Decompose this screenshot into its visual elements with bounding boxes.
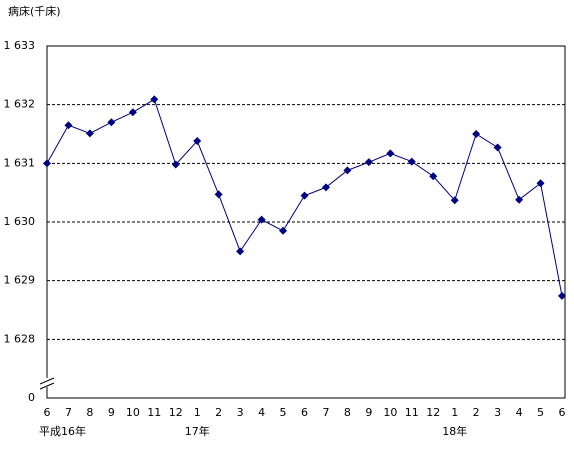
marker (364, 158, 373, 167)
marker (300, 191, 309, 200)
marker (407, 157, 416, 166)
x-tick-label: 3 (494, 406, 501, 419)
x-tick-label: 3 (237, 406, 244, 419)
marker (236, 247, 245, 256)
marker (214, 190, 223, 199)
y-tick-label: 1 629 (4, 274, 36, 287)
marker (257, 215, 266, 224)
group-label: 18年 (442, 424, 467, 438)
marker (343, 166, 352, 175)
x-tick-label: 7 (322, 406, 329, 419)
y-tick-label: 1 630 (4, 215, 36, 228)
y-tick-label: 1 632 (4, 98, 36, 111)
chart-title: 病床(千床) (8, 4, 61, 18)
group-label: 平成16年 (39, 424, 86, 438)
marker (150, 95, 159, 104)
x-tick-label: 2 (473, 406, 480, 419)
marker (515, 195, 524, 204)
x-tick-label: 6 (559, 406, 566, 419)
x-tick-label: 10 (126, 406, 140, 419)
marker (321, 183, 330, 192)
y-tick-label: 1 628 (4, 332, 36, 345)
x-tick-label: 4 (258, 406, 265, 419)
x-tick-label: 5 (537, 406, 544, 419)
x-tick-label: 2 (215, 406, 222, 419)
marker (558, 291, 566, 300)
marker (450, 196, 459, 205)
y-tick-label: 1 631 (4, 156, 36, 169)
marker (171, 160, 180, 169)
x-tick-label: 8 (86, 406, 93, 419)
x-tick-label: 4 (516, 406, 523, 419)
marker (85, 129, 94, 138)
x-tick-label: 6 (44, 406, 51, 419)
x-tick-label: 5 (280, 406, 287, 419)
marker (429, 172, 438, 181)
x-tick-label: 9 (365, 406, 372, 419)
marker (128, 108, 137, 117)
marker (493, 143, 502, 152)
x-tick-label: 1 (451, 406, 458, 419)
marker (536, 179, 545, 188)
x-tick-label: 9 (108, 406, 115, 419)
x-tick-label: 7 (65, 406, 72, 419)
marker (279, 226, 288, 235)
x-tick-label: 10 (383, 406, 397, 419)
x-tick-label: 12 (169, 406, 183, 419)
x-tick-label: 6 (301, 406, 308, 419)
x-tick-label: 11 (405, 406, 419, 419)
y-tick-label: 1 633 (4, 39, 36, 52)
marker (472, 130, 481, 138)
x-tick-label: 1 (194, 406, 201, 419)
group-label: 17年 (185, 424, 210, 438)
marker (386, 149, 395, 158)
marker (107, 118, 116, 127)
marker (193, 137, 202, 146)
x-tick-label: 8 (344, 406, 351, 419)
marker (43, 159, 51, 168)
marker (64, 121, 73, 130)
x-tick-label: 11 (147, 406, 161, 419)
axis-break (39, 377, 55, 390)
x-tick-label: 12 (426, 406, 440, 419)
y-tick-label: 0 (28, 391, 35, 404)
